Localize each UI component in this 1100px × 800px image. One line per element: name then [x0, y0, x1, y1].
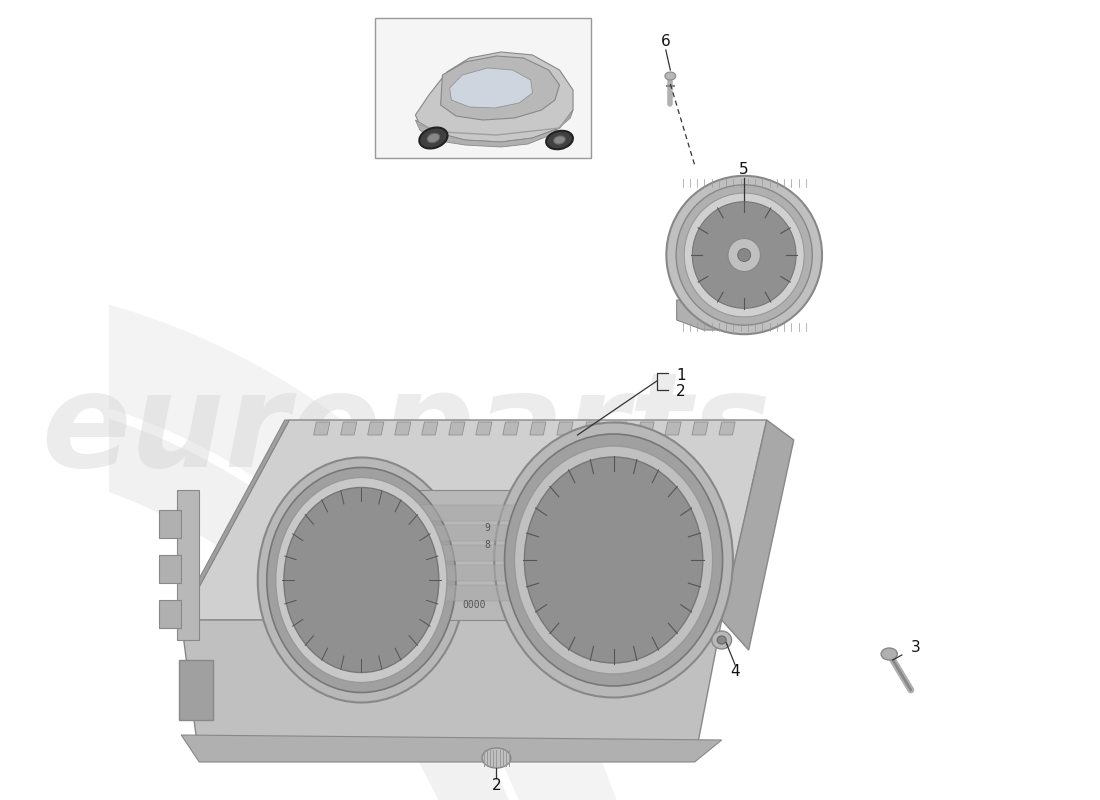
Ellipse shape [881, 648, 898, 660]
Polygon shape [530, 422, 546, 435]
Text: 0000: 0000 [462, 600, 486, 610]
Ellipse shape [515, 446, 713, 674]
Ellipse shape [505, 434, 723, 686]
Polygon shape [158, 555, 182, 583]
Bar [375, 18, 591, 158]
Polygon shape [158, 510, 182, 538]
Text: europarts: europarts [42, 366, 771, 494]
Text: 2: 2 [492, 778, 502, 793]
Text: 1: 1 [676, 367, 686, 382]
Ellipse shape [276, 478, 447, 682]
Polygon shape [395, 422, 411, 435]
Ellipse shape [692, 202, 796, 308]
Polygon shape [719, 422, 735, 435]
Polygon shape [441, 56, 560, 120]
PathPatch shape [0, 390, 530, 800]
PathPatch shape [0, 280, 623, 800]
Ellipse shape [267, 467, 455, 693]
Ellipse shape [664, 72, 675, 80]
Polygon shape [367, 422, 384, 435]
Text: 8: 8 [484, 540, 491, 550]
Ellipse shape [676, 185, 812, 326]
Ellipse shape [284, 487, 439, 673]
Polygon shape [416, 110, 573, 147]
Polygon shape [341, 422, 356, 435]
Text: a passion for parts since 1985: a passion for parts since 1985 [297, 716, 674, 740]
Polygon shape [416, 565, 532, 581]
Polygon shape [158, 600, 182, 628]
Ellipse shape [698, 178, 808, 322]
Polygon shape [722, 420, 794, 650]
Text: 2: 2 [676, 385, 686, 399]
Polygon shape [416, 545, 532, 561]
Ellipse shape [525, 457, 703, 663]
Ellipse shape [494, 422, 733, 698]
Polygon shape [503, 422, 519, 435]
Ellipse shape [546, 130, 573, 150]
Ellipse shape [667, 176, 822, 334]
Polygon shape [475, 422, 492, 435]
Ellipse shape [684, 193, 804, 317]
Polygon shape [676, 300, 758, 330]
Polygon shape [421, 422, 438, 435]
Text: 5: 5 [739, 162, 749, 178]
Ellipse shape [738, 249, 750, 262]
Polygon shape [177, 490, 199, 640]
Polygon shape [314, 422, 330, 435]
Polygon shape [664, 422, 681, 435]
Ellipse shape [728, 238, 760, 271]
Text: 6: 6 [661, 34, 671, 50]
Polygon shape [557, 422, 573, 435]
Text: 4: 4 [730, 665, 740, 679]
Polygon shape [182, 620, 722, 760]
Polygon shape [416, 505, 532, 521]
Ellipse shape [553, 136, 565, 144]
Text: 3: 3 [911, 641, 921, 655]
Ellipse shape [482, 748, 510, 768]
Polygon shape [450, 68, 532, 108]
Text: 9: 9 [484, 523, 491, 533]
Polygon shape [177, 420, 289, 620]
Polygon shape [584, 422, 601, 435]
Polygon shape [182, 735, 722, 762]
Ellipse shape [427, 134, 440, 142]
Polygon shape [416, 585, 532, 601]
Polygon shape [449, 422, 465, 435]
Ellipse shape [419, 127, 448, 149]
Polygon shape [692, 422, 708, 435]
Polygon shape [638, 422, 654, 435]
Polygon shape [610, 422, 627, 435]
Ellipse shape [257, 458, 465, 702]
Polygon shape [179, 660, 212, 720]
Polygon shape [416, 525, 532, 541]
Ellipse shape [717, 636, 726, 644]
Ellipse shape [712, 631, 732, 649]
Polygon shape [406, 490, 541, 620]
Polygon shape [416, 52, 573, 142]
Polygon shape [182, 420, 767, 620]
